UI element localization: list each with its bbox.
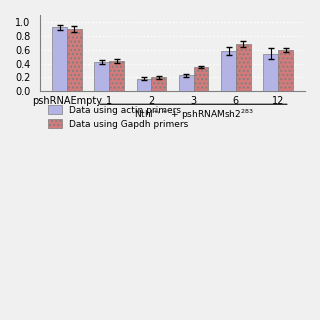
Bar — [236, 44, 251, 91]
Bar — [278, 50, 293, 91]
Bar — [109, 61, 124, 91]
Bar — [179, 75, 194, 91]
Legend: Data using actin primers, Data using Gapdh primers: Data using actin primers, Data using Gap… — [44, 101, 192, 132]
Bar — [137, 79, 151, 91]
Bar — [67, 29, 82, 91]
Bar — [52, 28, 67, 91]
Bar — [94, 62, 109, 91]
Bar — [194, 67, 208, 91]
Text: Nthl$^{+/+}$ + pshRNAMsh2$^{283}$: Nthl$^{+/+}$ + pshRNAMsh2$^{283}$ — [134, 108, 254, 123]
Bar — [221, 51, 236, 91]
Bar — [263, 54, 278, 91]
Bar — [151, 77, 166, 91]
